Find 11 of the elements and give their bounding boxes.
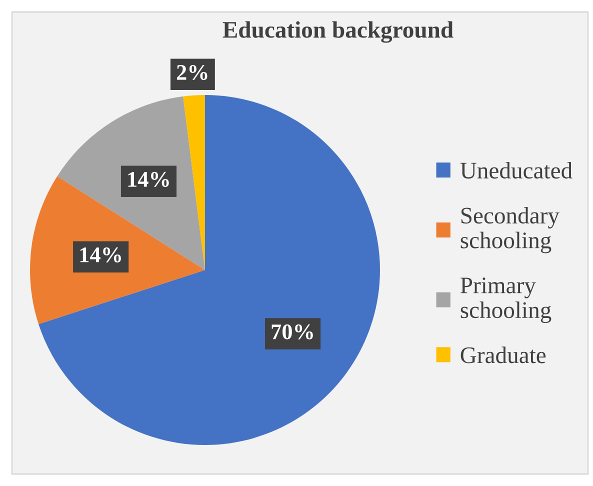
pie-slice (183, 95, 205, 270)
data-label: 70% (272, 324, 313, 340)
legend-label: Secondary schooling (460, 206, 560, 254)
legend-label: Primary schooling (460, 278, 552, 324)
data-label: 2% (176, 64, 208, 80)
chart-title: Education background (222, 21, 454, 43)
pie-slice (38, 95, 380, 445)
legend-label: Graduate (460, 346, 546, 364)
data-label: 14% (80, 247, 121, 262)
data-label: 14% (128, 172, 169, 187)
legend-label: Uneducated (460, 162, 572, 179)
